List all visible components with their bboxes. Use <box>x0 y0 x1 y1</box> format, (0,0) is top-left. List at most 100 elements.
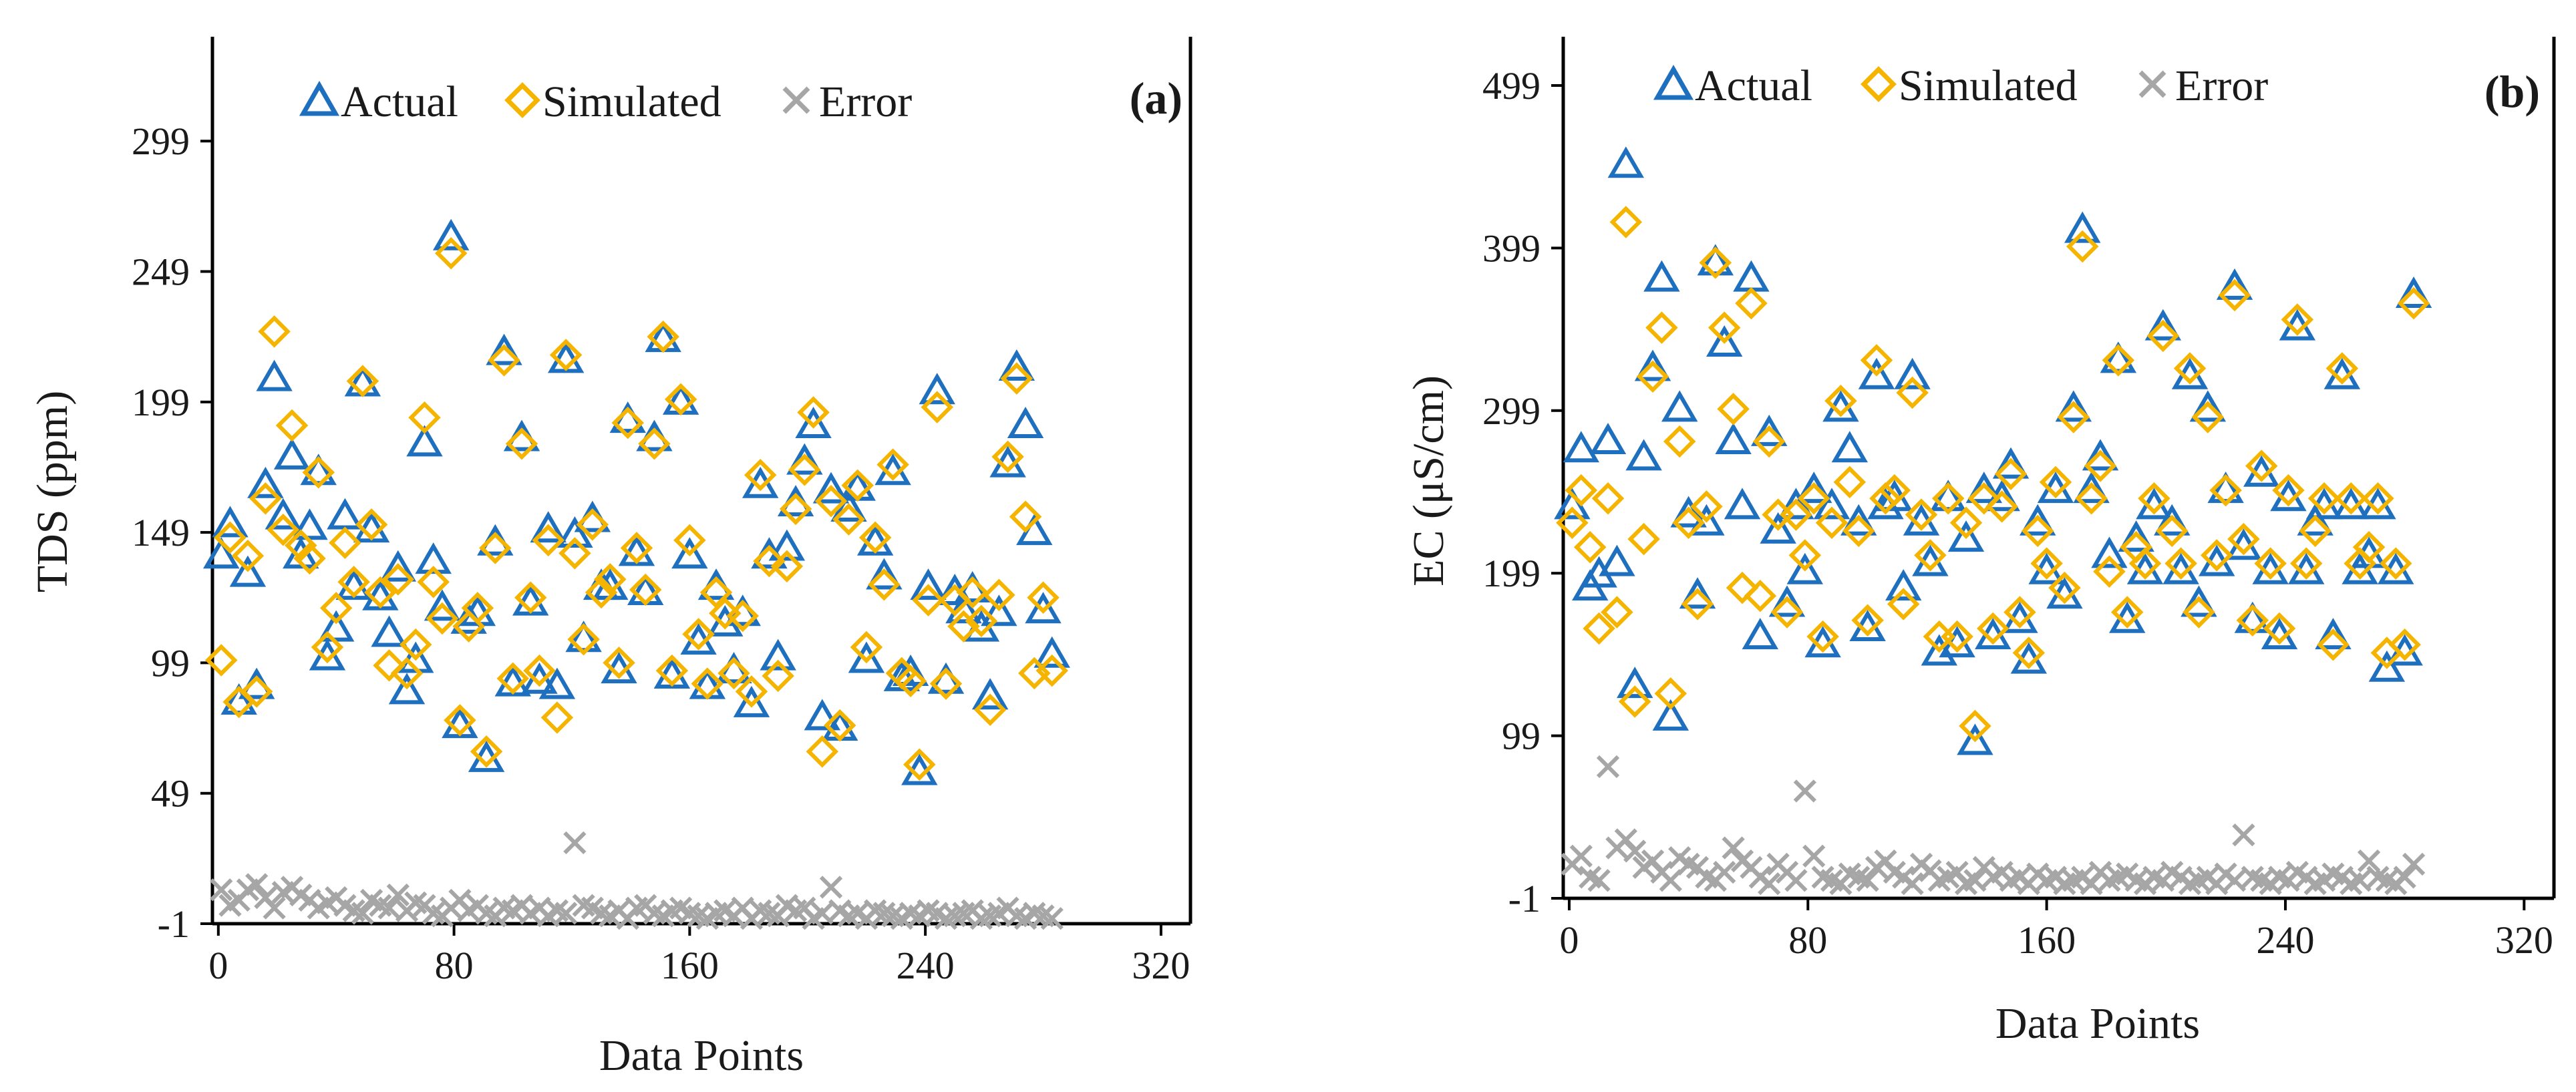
data-point-simulated <box>1556 506 1589 539</box>
data-point-simulated <box>231 540 265 572</box>
legend-actual-label: Actual <box>1695 61 1812 110</box>
data-point-simulated <box>2352 531 2386 564</box>
data-point-actual <box>795 406 832 438</box>
data-point-simulated <box>1914 539 1947 572</box>
data-point-actual <box>424 589 461 621</box>
data-point-simulated <box>514 581 547 614</box>
data-point-simulated <box>673 524 706 557</box>
data-point-actual <box>1947 520 1985 552</box>
data-point-actual <box>804 699 841 731</box>
y-tick-label: 399 <box>1482 226 1541 270</box>
data-point-error <box>2223 869 2247 892</box>
data-point-simulated <box>329 526 361 559</box>
x-tick-label: 160 <box>661 944 719 987</box>
data-point-actual <box>1885 569 1922 601</box>
data-point-simulated <box>2093 555 2126 588</box>
data-point-actual <box>671 537 708 569</box>
legend-error-label: Error <box>2175 61 2268 110</box>
data-point-simulated <box>204 644 238 677</box>
data-point-simulated <box>364 576 397 609</box>
data-point-actual <box>432 218 470 250</box>
data-point-error <box>1802 844 1826 868</box>
data-point-simulated <box>2075 482 2108 515</box>
data-point-actual <box>1661 390 1698 422</box>
data-point-simulated <box>532 524 565 557</box>
data-point-simulated <box>214 521 247 554</box>
data-point-simulated <box>1627 522 1660 556</box>
data-point-simulated <box>1009 500 1042 533</box>
data-point-simulated <box>540 701 574 734</box>
x-tick-label: 160 <box>2018 918 2076 962</box>
data-point-actual <box>2395 277 2432 308</box>
data-point-simulated <box>1717 393 1750 425</box>
data-point-simulated <box>1027 581 1060 614</box>
data-point-simulated <box>1583 612 1615 645</box>
data-point-actual <box>1858 357 1895 389</box>
chart-panel-b: -1 99 199 299 399 499 0 80 160 240 320 Actual Simu… <box>1404 37 2556 1048</box>
data-point-simulated <box>682 618 715 651</box>
data-point-actual <box>530 511 567 543</box>
data-point-actual <box>1706 325 1743 357</box>
data-point-simulated <box>2030 547 2063 580</box>
y-tick-label: 149 <box>132 511 190 554</box>
data-point-simulated <box>965 604 998 638</box>
data-point-simulated <box>1824 384 1857 417</box>
data-point-simulated <box>1985 490 2018 523</box>
data-point-simulated <box>417 566 450 598</box>
data-point-simulated <box>2003 596 2036 628</box>
data-point-error <box>1623 840 1647 863</box>
data-point-error <box>819 876 843 899</box>
data-point-simulated <box>1833 466 1867 499</box>
data-point-actual <box>1813 488 1850 520</box>
data-point-actual <box>212 506 249 538</box>
data-point-simulated <box>850 630 883 664</box>
data-point-actual <box>733 685 770 717</box>
data-point-error <box>245 873 269 896</box>
data-point-error <box>1793 779 1816 803</box>
data-point-actual <box>786 443 823 475</box>
legend-actual-marker <box>299 80 340 116</box>
y-axis-label-a: TDS (ppm) <box>28 391 77 592</box>
data-point-actual <box>2189 390 2227 422</box>
data-point-error <box>351 902 375 925</box>
data-point-simulated <box>1735 287 1768 320</box>
data-point-simulated <box>479 532 512 564</box>
data-point-simulated <box>647 320 679 353</box>
data-point-simulated <box>735 675 768 708</box>
y-tick-label: -1 <box>1508 877 1541 920</box>
legend-error-marker <box>782 86 810 114</box>
x-axis-label-b: Data Points <box>1995 999 2200 1048</box>
data-point-actual <box>981 594 1017 626</box>
data-point-actual <box>1563 431 1600 463</box>
data-point-simulated <box>655 654 689 687</box>
data-point-simulated <box>868 568 901 601</box>
data-point-simulated <box>434 236 468 270</box>
data-point-simulated <box>1609 206 1643 238</box>
data-point-actual <box>1589 423 1627 455</box>
data-point-simulated <box>240 675 273 708</box>
data-point-actual <box>291 508 328 540</box>
data-point-actual <box>1768 585 1806 617</box>
data-point-simulated <box>2200 539 2233 572</box>
data-point-simulated <box>285 529 317 562</box>
data-point-error <box>1713 860 1736 884</box>
data-point-error <box>1784 869 1808 892</box>
y-tick-label: 299 <box>1482 389 1541 433</box>
data-point-actual <box>1607 146 1645 178</box>
data-point-simulated <box>461 592 494 624</box>
x-tick-label: 240 <box>897 944 955 987</box>
legend-actual-label: Actual <box>341 77 458 126</box>
data-point-actual <box>1007 406 1044 438</box>
data-point-error <box>1040 907 1064 930</box>
data-point-simulated <box>2146 319 2180 353</box>
data-point-simulated <box>894 665 927 697</box>
data-point-simulated <box>1869 482 1902 515</box>
data-point-simulated <box>426 602 459 635</box>
data-point-actual <box>1965 472 2003 504</box>
data-point-simulated <box>762 659 794 693</box>
data-point-simulated <box>523 654 556 687</box>
x-tick-label: 80 <box>435 944 474 987</box>
data-point-simulated <box>1878 474 1911 507</box>
data-point-actual <box>318 610 355 642</box>
y-tick-label: 99 <box>151 641 190 685</box>
